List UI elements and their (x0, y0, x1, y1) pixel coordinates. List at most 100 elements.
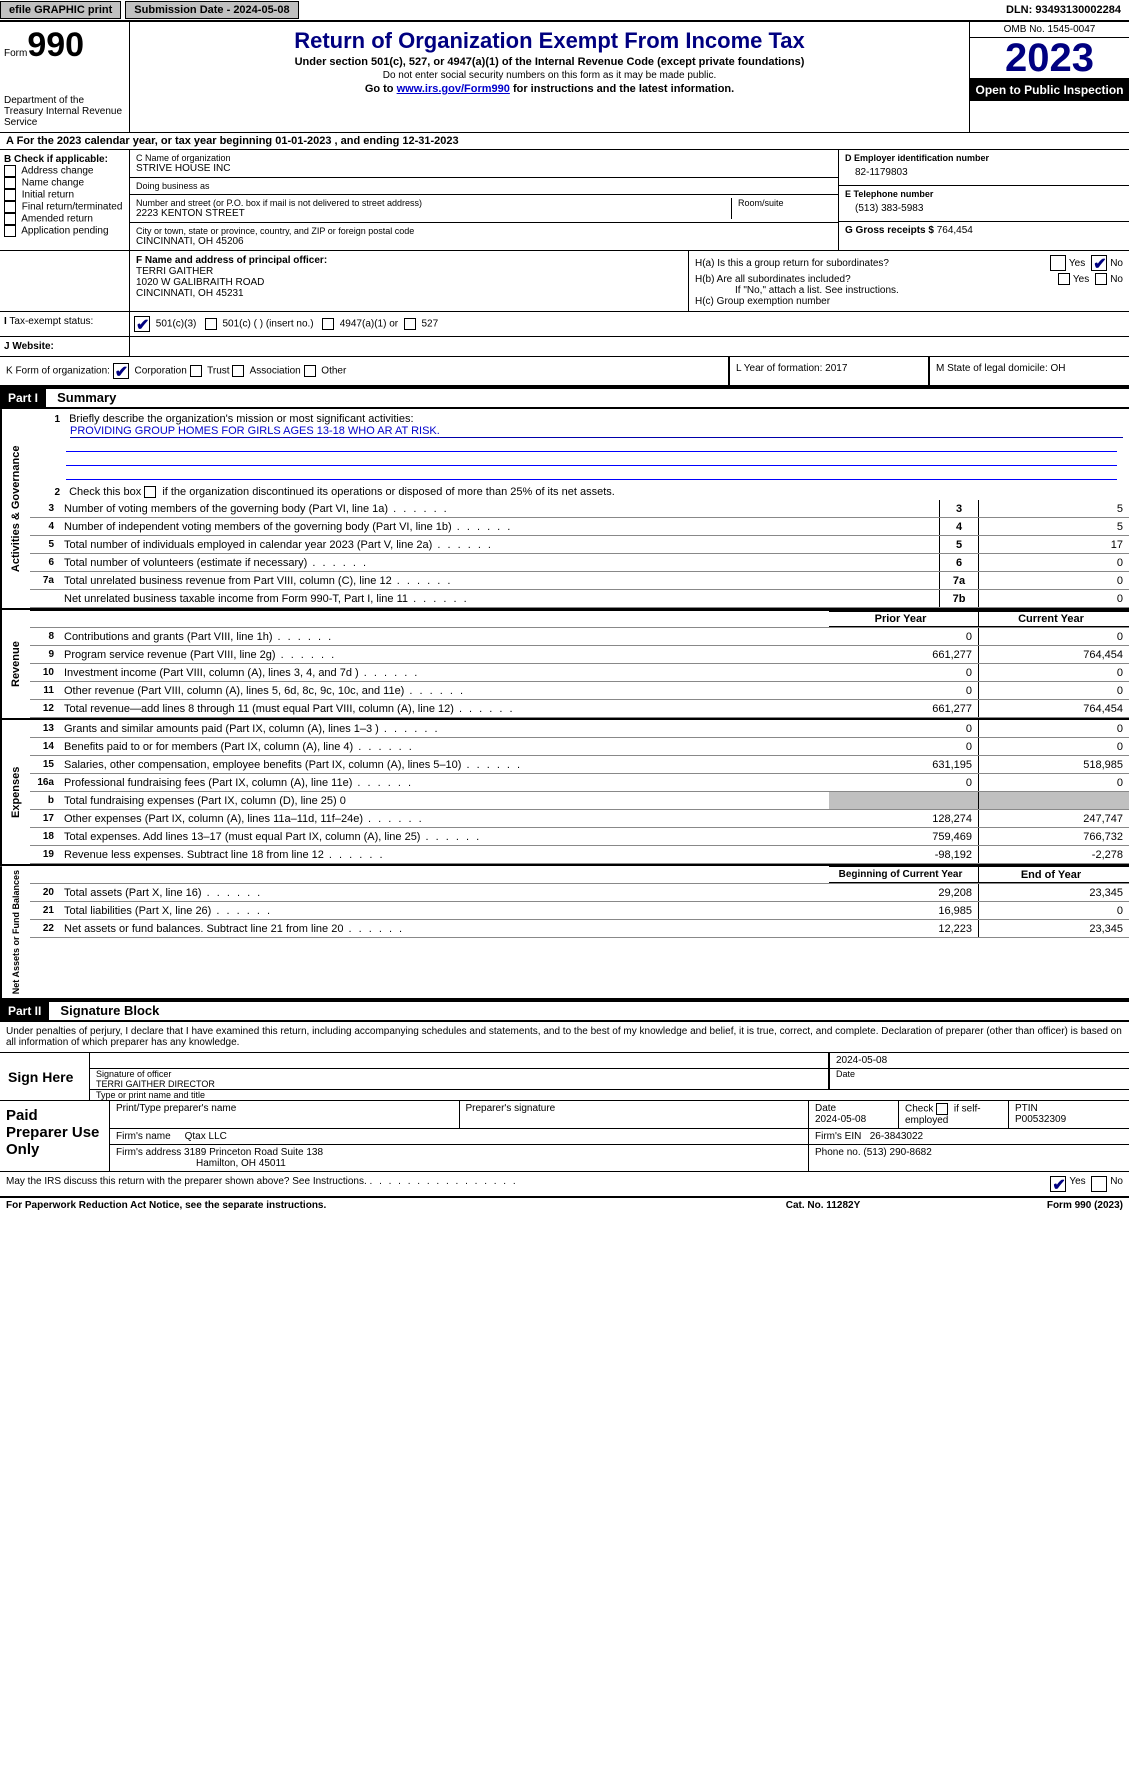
line-16a-current: 0 (979, 774, 1129, 791)
activities-governance-label: Activities & Governance (0, 409, 30, 608)
prior-year-header: Prior Year (829, 611, 979, 627)
irs-link[interactable]: www.irs.gov/Form990 (397, 83, 510, 95)
line-22-current: 23,345 (979, 920, 1129, 937)
prep-date: 2024-05-08 (815, 1114, 892, 1125)
line-18-prior: 759,469 (829, 828, 979, 845)
corp-checkbox[interactable] (113, 363, 129, 379)
line-7b-value: 0 (979, 590, 1129, 607)
date-label: Date (829, 1069, 1129, 1089)
527-checkbox[interactable] (404, 318, 416, 330)
open-to-inspection: Open to Public Inspection (970, 79, 1129, 101)
prep-name-label: Print/Type preparer's name (116, 1103, 453, 1114)
website-field (130, 337, 1129, 356)
line-18-current: 766,732 (979, 828, 1129, 845)
box-b-check-5[interactable] (4, 225, 16, 237)
dln: DLN: 93493130002284 (1006, 4, 1129, 16)
footer: For Paperwork Reduction Act Notice, see … (0, 1198, 1129, 1213)
line-3-value: 5 (979, 500, 1129, 517)
state-domicile: M State of legal domicile: OH (929, 357, 1129, 385)
line-6-value: 0 (979, 554, 1129, 571)
firm-addr: 3189 Princeton Road Suite 138 (184, 1147, 323, 1158)
line-19-current: -2,278 (979, 846, 1129, 863)
line-11-prior: 0 (829, 682, 979, 699)
dept-treasury: Department of the Treasury Internal Reve… (4, 95, 125, 128)
line-13-current: 0 (979, 720, 1129, 737)
hb-yes-checkbox[interactable] (1058, 273, 1070, 285)
form-title: Return of Organization Exempt From Incom… (136, 28, 963, 54)
box-b-check-1[interactable] (4, 177, 16, 189)
501c-checkbox[interactable] (205, 318, 217, 330)
self-emp-checkbox[interactable] (936, 1103, 948, 1115)
line-14-prior: 0 (829, 738, 979, 755)
dba-cell: Doing business as (130, 178, 838, 195)
501c3-checkbox[interactable] (134, 316, 150, 332)
current-year-header: Current Year (979, 611, 1129, 627)
discuss-no-checkbox[interactable] (1091, 1176, 1107, 1192)
revenue-label: Revenue (0, 610, 30, 718)
efile-print-button[interactable]: efile GRAPHIC print (0, 1, 121, 19)
gross-receipts-cell: G Gross receipts $ 764,454 (839, 222, 1129, 239)
line-5-value: 17 (979, 536, 1129, 553)
submission-date-button[interactable]: Submission Date - 2024-05-08 (125, 1, 298, 19)
officer-name: TERRI GAITHER DIRECTOR (96, 1079, 822, 1089)
line-19-prior: -98,192 (829, 846, 979, 863)
trust-checkbox[interactable] (190, 365, 202, 377)
sign-here-label: Sign Here (0, 1053, 90, 1100)
line-21-prior: 16,985 (829, 902, 979, 919)
tax-year: 2023 (970, 38, 1129, 79)
instructions-link-row: Go to www.irs.gov/Form990 for instructio… (136, 83, 963, 95)
phone-cell: E Telephone number (513) 383-5983 (839, 186, 1129, 222)
assoc-checkbox[interactable] (232, 365, 244, 377)
firm-name: Qtax LLC (185, 1131, 227, 1142)
ha-no-checkbox[interactable] (1091, 255, 1107, 271)
begin-year-header: Beginning of Current Year (829, 866, 979, 883)
ha-yes-checkbox[interactable] (1050, 255, 1066, 271)
line-12-prior: 661,277 (829, 700, 979, 717)
tax-year-period: A For the 2023 calendar year, or tax yea… (0, 133, 1129, 150)
form-subtitle: Under section 501(c), 527, or 4947(a)(1)… (136, 56, 963, 68)
line-7a-value: 0 (979, 572, 1129, 589)
firm-phone: (513) 290-8682 (863, 1147, 931, 1158)
mission-label: Briefly describe the organization's miss… (69, 413, 413, 425)
line-8-current: 0 (979, 628, 1129, 645)
sig-officer-label: Signature of officer (96, 1069, 822, 1079)
ptin-value: P00532309 (1015, 1114, 1123, 1125)
discuss-yes-checkbox[interactable] (1050, 1176, 1066, 1192)
hb-no-checkbox[interactable] (1095, 273, 1107, 285)
box-b-check-4[interactable] (4, 213, 16, 225)
box-b-check-2[interactable] (4, 189, 16, 201)
other-checkbox[interactable] (304, 365, 316, 377)
line-8-prior: 0 (829, 628, 979, 645)
year-formation: L Year of formation: 2017 (729, 357, 929, 385)
expenses-label: Expenses (0, 720, 30, 864)
line-b-current (979, 792, 1129, 809)
line-12-current: 764,454 (979, 700, 1129, 717)
line-16a-prior: 0 (829, 774, 979, 791)
discontinued-checkbox[interactable] (144, 486, 156, 498)
ssn-note: Do not enter social security numbers on … (136, 70, 963, 81)
self-employed-cell: Check if self-employed (899, 1101, 1009, 1128)
line-11-current: 0 (979, 682, 1129, 699)
type-print-label: Type or print name and title (90, 1090, 1129, 1100)
box-b-check-0[interactable] (4, 165, 16, 177)
line-14-current: 0 (979, 738, 1129, 755)
line-9-current: 764,454 (979, 646, 1129, 663)
prep-sig-label: Preparer's signature (466, 1103, 803, 1114)
org-name-cell: C Name of organization STRIVE HOUSE INC (130, 150, 838, 178)
line-17-current: 247,747 (979, 810, 1129, 827)
line-17-prior: 128,274 (829, 810, 979, 827)
box-b-check-3[interactable] (4, 201, 16, 213)
line-20-prior: 29,208 (829, 884, 979, 901)
box-b-checkboxes: B Check if applicable: Address change Na… (0, 150, 130, 250)
line-13-prior: 0 (829, 720, 979, 737)
city-cell: City or town, state or province, country… (130, 223, 838, 250)
line-2-text: Check this box if the organization disco… (69, 486, 615, 498)
line-15-current: 518,985 (979, 756, 1129, 773)
4947-checkbox[interactable] (322, 318, 334, 330)
net-assets-label: Net Assets or Fund Balances (0, 866, 30, 998)
street-cell: Number and street (or P.O. box if mail i… (130, 195, 838, 223)
top-bar: efile GRAPHIC print Submission Date - 20… (0, 0, 1129, 22)
tax-exempt-status: 501(c)(3) 501(c) ( ) (insert no.) 4947(a… (130, 312, 1129, 336)
form-header: Form990 Department of the Treasury Inter… (0, 22, 1129, 133)
principal-officer: F Name and address of principal officer:… (130, 251, 689, 311)
